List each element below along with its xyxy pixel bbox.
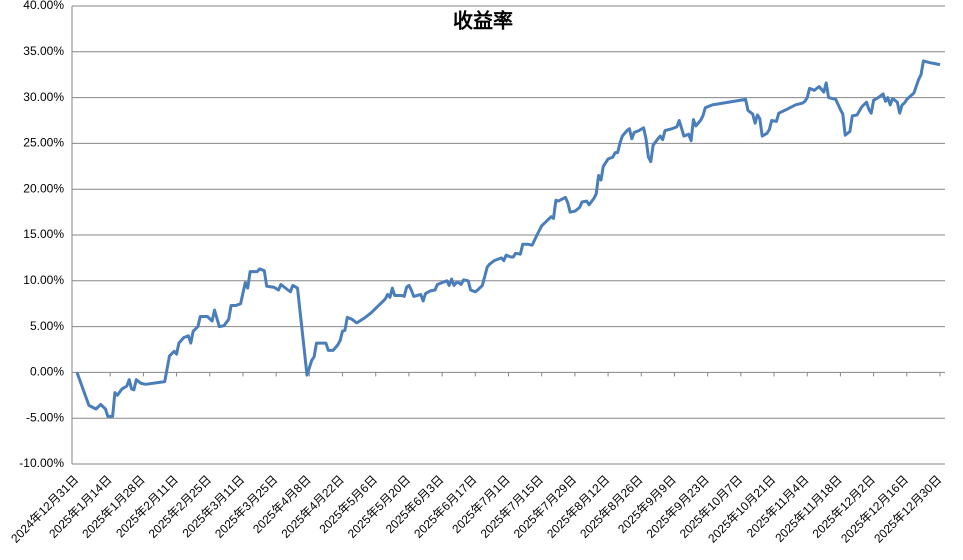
y-tick-label: 5.00% (30, 319, 64, 333)
y-tick-label: 20.00% (23, 181, 64, 195)
chart-title: 收益率 (453, 8, 513, 32)
y-tick-label: 30.00% (23, 90, 64, 104)
series-line (75, 59, 941, 418)
y-tick-label: 10.00% (23, 273, 64, 287)
y-tick-label: -5.00% (26, 410, 64, 424)
y-tick-label: 35.00% (23, 44, 64, 58)
y-tick-label: 0.00% (30, 365, 64, 379)
y-tick-label: -10.00% (19, 456, 64, 470)
y-tick-label: 40.00% (23, 0, 64, 12)
y-tick-label: 15.00% (23, 227, 64, 241)
y-tick-label: 25.00% (23, 136, 64, 150)
